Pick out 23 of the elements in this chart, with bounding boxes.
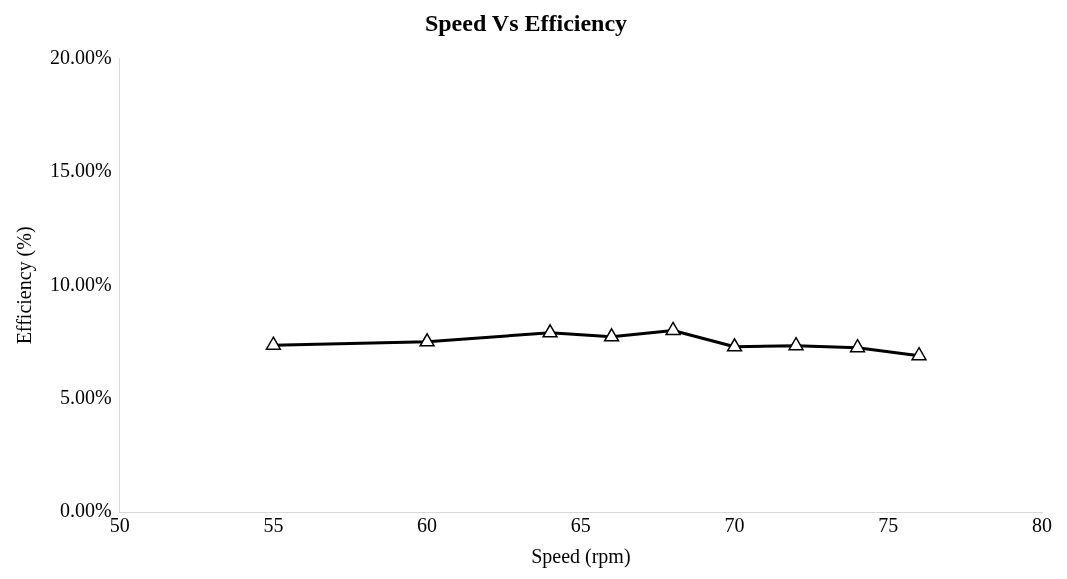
y-axis-title: Efficiency (%)	[13, 226, 37, 345]
y-tick-label: 10.00%	[49, 272, 112, 295]
point	[726, 338, 743, 352]
point	[265, 336, 282, 350]
x-tick-label: 55	[263, 514, 284, 537]
y-tick-label: 5.00%	[59, 385, 112, 408]
point	[542, 324, 558, 338]
y-tick-label: 0.00%	[59, 499, 112, 522]
y-tick-label: 20.00%	[49, 46, 112, 69]
point	[911, 346, 927, 361]
x-tick-label: 80	[1032, 514, 1052, 537]
x-tick-label: 75	[878, 514, 899, 537]
x-tick-label: 60	[417, 514, 438, 537]
y-tick-label: 15.00%	[49, 159, 112, 182]
point	[849, 338, 866, 353]
x-tick-label: 65	[570, 514, 591, 537]
point	[603, 328, 620, 342]
point	[665, 321, 681, 336]
point	[788, 336, 804, 351]
point	[419, 333, 435, 347]
x-tick-label: 70	[724, 514, 745, 537]
x-axis-title: Speed (rpm)	[531, 545, 631, 569]
chart-title: Speed Vs Efficiency	[424, 9, 628, 36]
